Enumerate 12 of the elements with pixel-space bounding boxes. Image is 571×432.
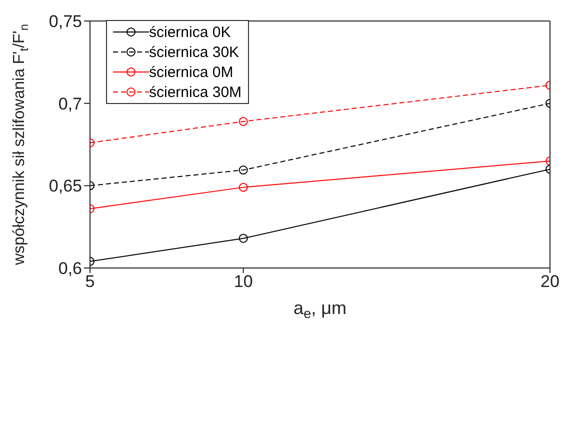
y-tick-label: 0,7 [58,94,82,114]
y-tick-label: 0,6 [58,259,82,278]
x-tick-label: 5 [85,272,95,292]
legend-label: ściernica 30M [149,84,242,100]
legend-label: ściernica 30K [149,44,240,60]
x-tick-label: 10 [234,272,253,292]
legend-label: ściernica 0M [149,64,234,80]
y-tick-label: 0,75 [48,12,82,32]
x-axis-title: a$_{e}$, μm [294,298,346,322]
y-tick-label: 0,65 [48,176,82,196]
x-tick-label: 20 [540,272,560,292]
legend-label: ściernica 0K [149,24,231,40]
